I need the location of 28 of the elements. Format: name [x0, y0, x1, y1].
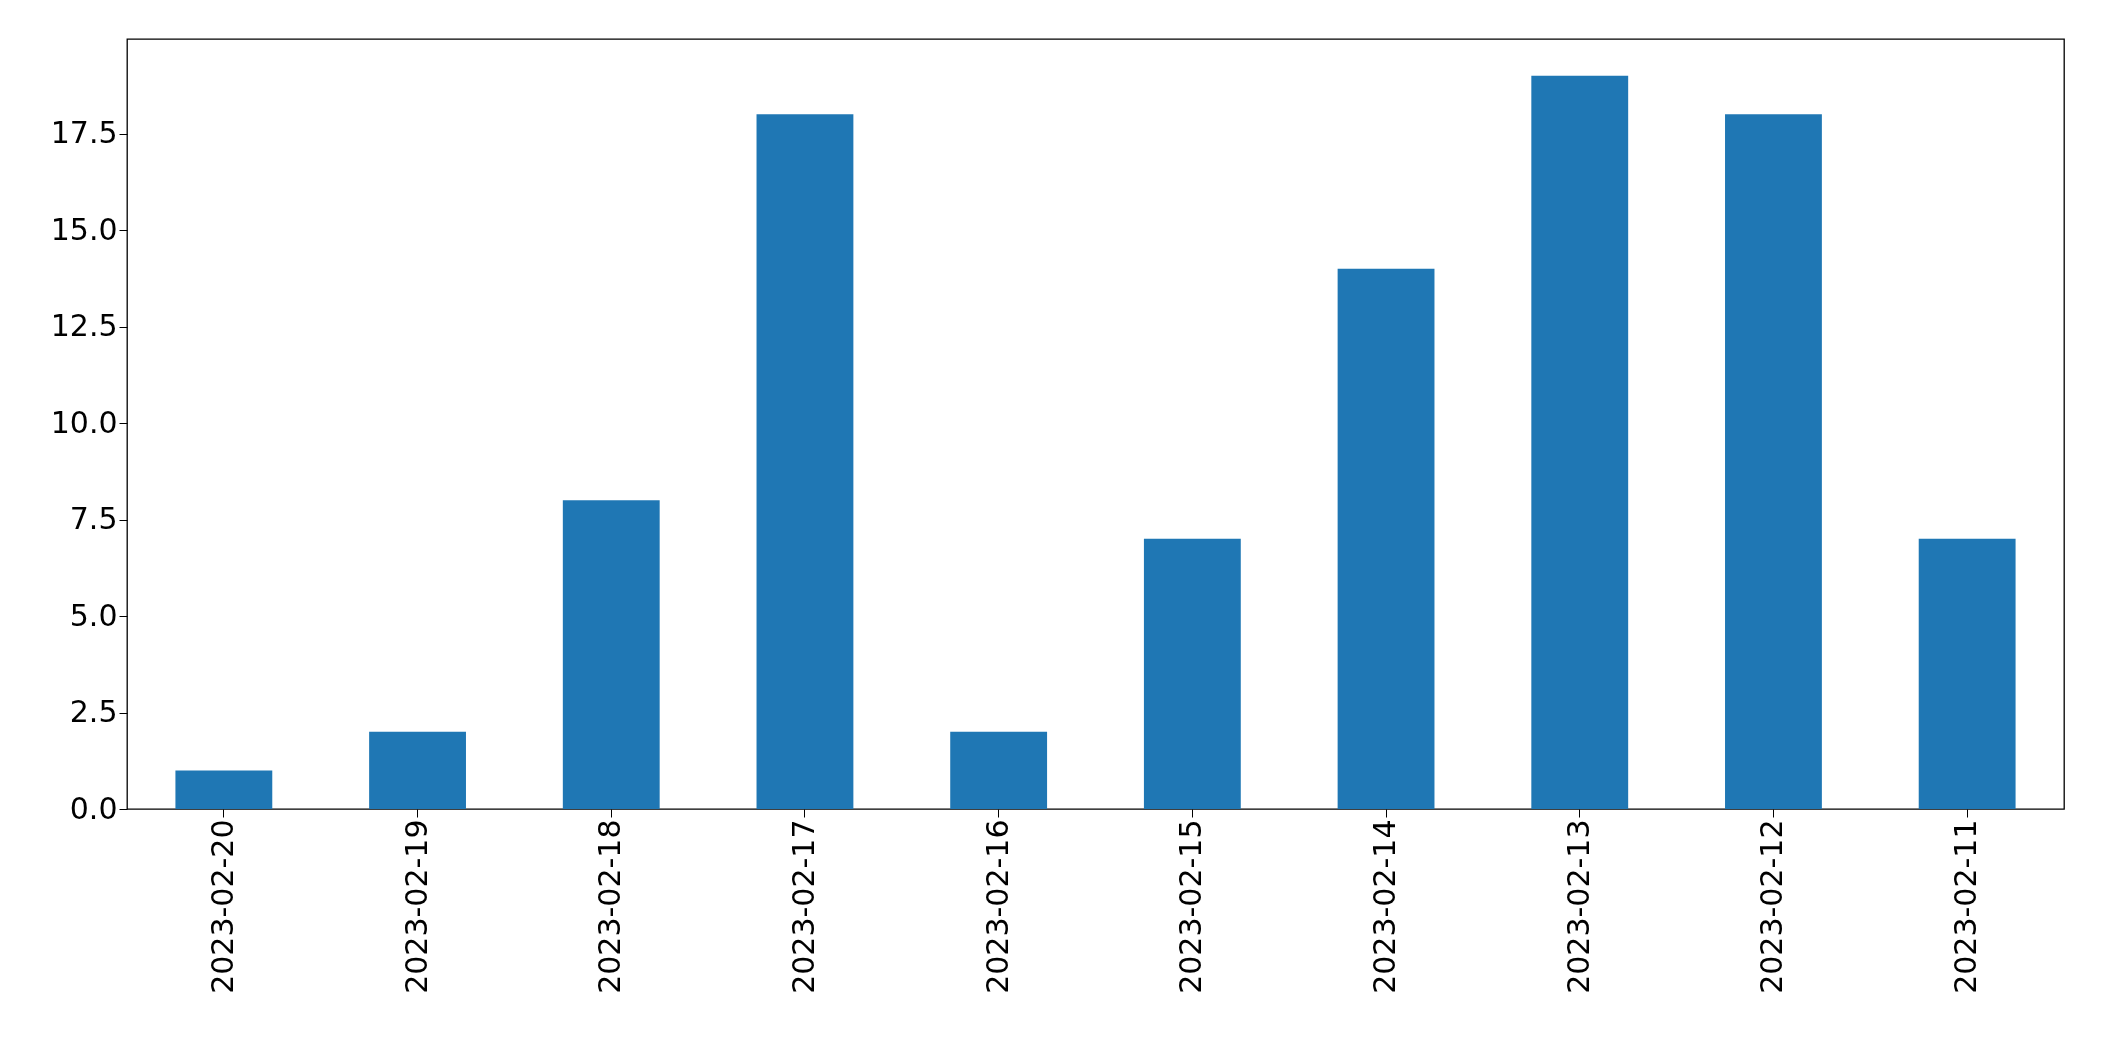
- bar: [1725, 114, 1822, 809]
- x-tick-label: 2023-02-20: [204, 819, 240, 994]
- x-tick-label: 2023-02-18: [592, 819, 628, 994]
- x-tick-label: 2023-02-19: [398, 819, 434, 994]
- y-tick-label: 12.5: [50, 308, 118, 344]
- bar: [562, 500, 660, 809]
- x-tick-label: 2023-02-11: [1948, 819, 1984, 994]
- bar: [369, 731, 466, 809]
- bar: [1531, 75, 1629, 809]
- bar: [1143, 538, 1241, 809]
- y-tick-label: 0.0: [69, 790, 118, 826]
- bar: [950, 731, 1048, 809]
- y-tick-label: 7.5: [69, 501, 118, 537]
- y-tick-label: 10.0: [50, 404, 118, 440]
- y-tick-label: 15.0: [50, 211, 118, 247]
- bar: [756, 114, 854, 809]
- y-tick-label: 17.5: [50, 115, 118, 151]
- bar: [175, 770, 273, 809]
- y-tick-label: 5.0: [69, 597, 118, 633]
- x-tick-label: 2023-02-15: [1173, 819, 1209, 994]
- x-tick-label: 2023-02-16: [979, 819, 1015, 994]
- x-tick-label: 2023-02-17: [785, 819, 821, 994]
- bar: [1918, 538, 2016, 809]
- bar: [1337, 268, 1435, 809]
- y-tick-label: 2.5: [69, 694, 118, 730]
- x-tick-label: 2023-02-13: [1560, 819, 1596, 994]
- x-tick-label: 2023-02-12: [1754, 819, 1790, 994]
- x-tick-label: 2023-02-14: [1367, 819, 1403, 994]
